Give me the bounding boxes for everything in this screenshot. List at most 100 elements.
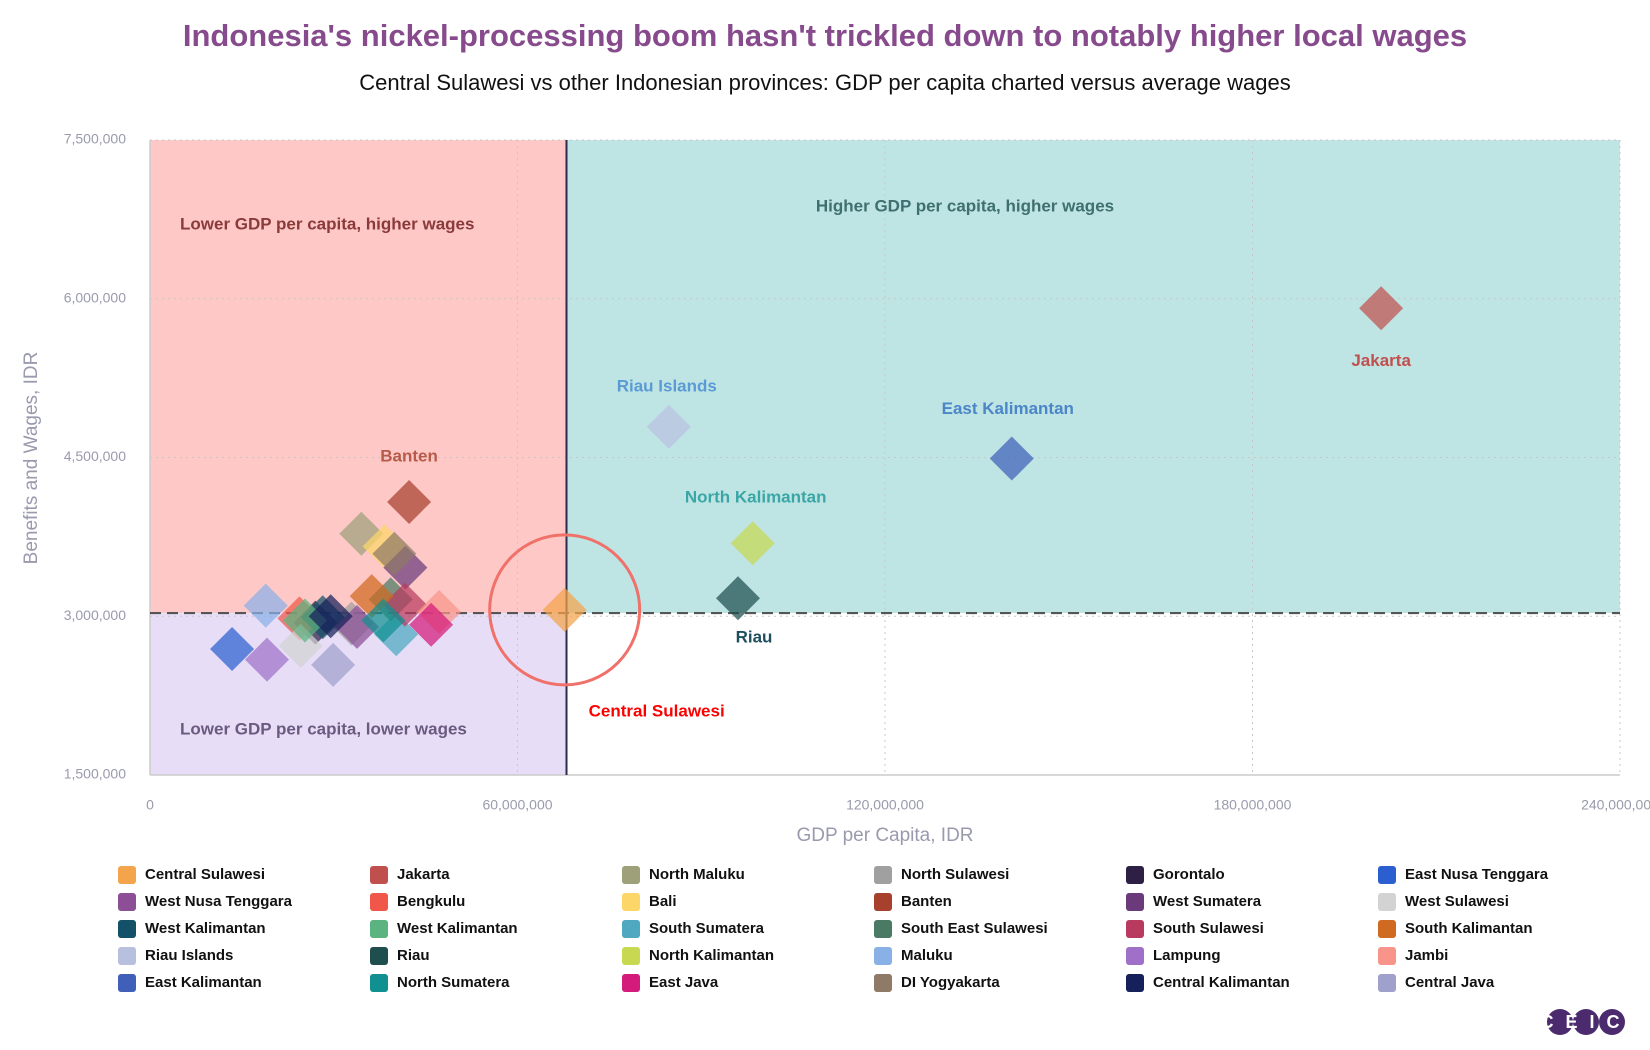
legend-swatch	[1378, 866, 1396, 884]
chart-title: Indonesia's nickel-processing boom hasn'…	[183, 18, 1467, 53]
legend-swatch	[622, 974, 640, 992]
data-point	[730, 521, 775, 566]
legend-label: Central Java	[1405, 974, 1495, 991]
data-point	[409, 602, 454, 647]
legend-swatch	[1126, 974, 1144, 992]
x-tick-label: 60,000,000	[482, 797, 552, 813]
legend-swatch	[370, 893, 388, 911]
point-label: Banten	[380, 446, 438, 465]
data-point	[387, 479, 432, 524]
highlight-circle	[488, 533, 642, 687]
point-label: Jakarta	[1351, 351, 1411, 370]
legend-label: South Sumatera	[649, 920, 765, 937]
point-label: Central Sulawesi	[589, 701, 725, 720]
legend-swatch	[118, 893, 136, 911]
quadrant-label: Lower GDP per capita, higher wages	[180, 214, 474, 233]
legend-swatch	[370, 866, 388, 884]
x-tick-label: 240,000,000	[1581, 797, 1650, 813]
logo: CEIC	[1540, 1009, 1631, 1035]
legend-swatch	[622, 893, 640, 911]
legend-label: West Kalimantan	[145, 920, 266, 937]
legend-swatch	[1126, 920, 1144, 938]
legend-label: Banten	[901, 893, 952, 910]
legend-swatch	[874, 947, 892, 965]
legend-label: South Sulawesi	[1153, 920, 1264, 937]
legend-swatch	[1126, 893, 1144, 911]
legend-swatch	[622, 947, 640, 965]
legend-swatch	[118, 866, 136, 884]
data-point	[716, 576, 760, 621]
point-label: East Kalimantan	[942, 399, 1074, 418]
data-point	[372, 531, 417, 576]
logo-text: CEIC	[1540, 1012, 1631, 1032]
point-label: Riau	[736, 628, 773, 647]
data-point	[989, 436, 1034, 481]
legend-label: South Kalimantan	[1405, 920, 1533, 937]
chart-subtitle: Central Sulawesi vs other Indonesian pro…	[359, 70, 1290, 95]
legend-label: Central Kalimantan	[1153, 974, 1290, 991]
x-tick-label: 180,000,000	[1214, 797, 1292, 813]
y-tick-label: 1,500,000	[64, 766, 126, 782]
legend-swatch	[1378, 974, 1396, 992]
data-point	[542, 587, 587, 632]
x-axis-label: GDP per Capita, IDR	[796, 825, 973, 846]
legend-label: Bengkulu	[397, 893, 465, 910]
legend-label: Gorontalo	[1153, 866, 1225, 883]
data-point	[308, 594, 353, 639]
legend-swatch	[1378, 920, 1396, 938]
legend-label: North Maluku	[649, 866, 745, 883]
legend-label: East Nusa Tenggara	[1405, 866, 1549, 883]
legend-label: Central Sulawesi	[145, 866, 265, 883]
legend-swatch	[1126, 866, 1144, 884]
legend-label: North Kalimantan	[649, 947, 774, 964]
y-tick-label: 7,500,000	[64, 131, 126, 147]
data-point	[210, 627, 255, 672]
point-label: Riau Islands	[617, 376, 717, 395]
legend-swatch	[1378, 893, 1396, 911]
y-tick-label: 6,000,000	[64, 289, 126, 305]
legend-label: Riau Islands	[145, 947, 233, 964]
legend-label: DI Yogyakarta	[901, 974, 1000, 991]
logo-circle	[1599, 1009, 1625, 1035]
legend-swatch	[874, 920, 892, 938]
legend-label: North Sulawesi	[901, 866, 1009, 883]
data-point	[1359, 286, 1404, 331]
x-tick-label: 0	[146, 797, 154, 813]
legend-label: East Java	[649, 974, 719, 991]
quadrant-label: Higher GDP per capita, higher wages	[816, 196, 1114, 215]
legend-label: South East Sulawesi	[901, 920, 1048, 937]
legend-label: Riau	[397, 947, 430, 964]
legend-swatch	[622, 920, 640, 938]
logo-circle	[1547, 1009, 1573, 1035]
legend-label: West Sumatera	[1153, 893, 1262, 910]
y-tick-label: 4,500,000	[64, 448, 126, 464]
legend-label: West Nusa Tenggara	[145, 893, 293, 910]
legend-label: Jakarta	[397, 866, 450, 883]
data-point	[243, 583, 288, 628]
legend-label: Jambi	[1405, 947, 1448, 964]
legend-swatch	[118, 947, 136, 965]
legend-swatch	[1126, 947, 1144, 965]
legend-swatch	[1378, 947, 1396, 965]
legend-swatch	[118, 974, 136, 992]
legend-swatch	[622, 866, 640, 884]
legend-swatch	[370, 947, 388, 965]
quadrant-label: Lower GDP per capita, lower wages	[180, 719, 467, 738]
legend-label: Maluku	[901, 947, 953, 964]
legend-swatch	[370, 974, 388, 992]
x-tick-label: 120,000,000	[846, 797, 924, 813]
data-point	[361, 598, 406, 643]
data-point	[646, 404, 691, 449]
legend-label: North Sumatera	[397, 974, 510, 991]
legend-label: West Kalimantan	[397, 920, 518, 937]
legend-swatch	[118, 920, 136, 938]
data-point	[311, 642, 356, 687]
legend-label: Lampung	[1153, 947, 1221, 964]
legend-swatch	[874, 866, 892, 884]
legend-label: East Kalimantan	[145, 974, 262, 991]
data-point	[244, 637, 289, 682]
legend-swatch	[874, 974, 892, 992]
legend-swatch	[370, 920, 388, 938]
logo-circle	[1573, 1009, 1599, 1035]
